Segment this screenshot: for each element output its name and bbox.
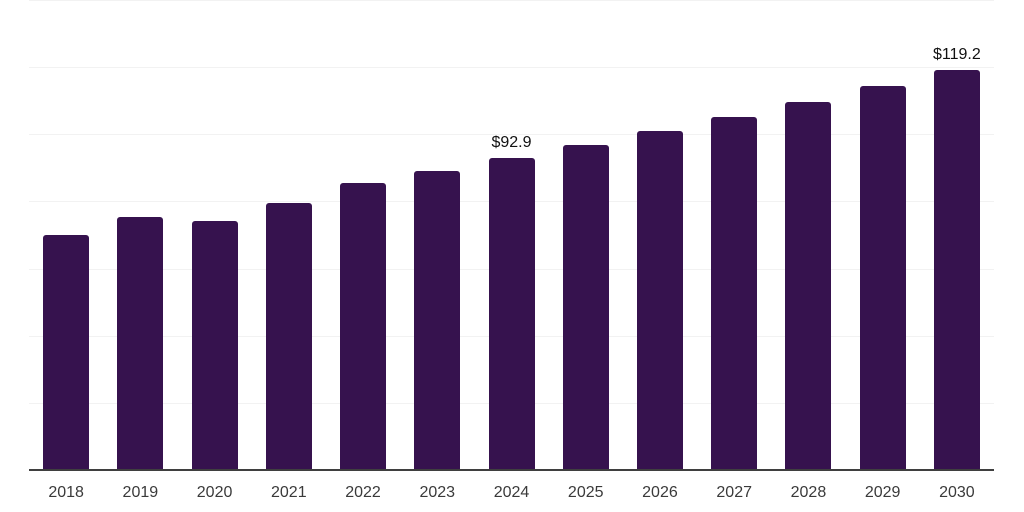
x-tick-label-2026: 2026 (642, 484, 678, 501)
bar-2019[interactable] (117, 216, 164, 470)
x-tick-label-2024: 2024 (493, 484, 530, 501)
x-tick-label-2025: 2025 (567, 484, 604, 501)
data-label-2024: $92.9 (491, 134, 532, 152)
bar-2023[interactable] (414, 170, 461, 470)
bar-2021[interactable] (265, 202, 312, 470)
bar-2026[interactable] (636, 131, 683, 470)
x-tick-label-2018: 2018 (48, 484, 84, 501)
x-tick-label-2030: 2030 (939, 484, 975, 501)
gridline-140 (29, 0, 994, 1)
x-tick-label-2028: 2028 (790, 484, 827, 501)
x-tick-label-2029: 2029 (864, 484, 901, 501)
x-tick-label-2022: 2022 (345, 484, 381, 501)
gridline-120 (29, 67, 994, 69)
bar-2025[interactable] (562, 145, 609, 470)
bar-2028[interactable] (785, 102, 832, 470)
bar-2018[interactable] (43, 235, 90, 470)
x-tick-label-2020: 2020 (196, 484, 233, 501)
bar-2020[interactable] (191, 221, 238, 470)
x-tick-label-2019: 2019 (122, 484, 159, 501)
x-tick-label-2021: 2021 (271, 484, 307, 501)
bar-2030[interactable] (933, 69, 980, 470)
x-tick-label-2027: 2027 (716, 484, 752, 501)
plot-area: $92.9 $119.2 (29, 0, 994, 471)
x-axis-line (29, 469, 994, 471)
x-axis-labels: 2018 2019 2020 2021 2022 2023 2024 2025 2026 2027… (29, 484, 994, 504)
gridline-100 (29, 134, 994, 136)
bar-2029[interactable] (859, 86, 906, 470)
bar-2022[interactable] (340, 182, 387, 470)
data-label-2030: $119.2 (933, 45, 981, 63)
bar-2024[interactable] (488, 158, 535, 470)
x-tick-label-2023: 2023 (419, 484, 456, 501)
bar-2027[interactable] (711, 116, 758, 470)
